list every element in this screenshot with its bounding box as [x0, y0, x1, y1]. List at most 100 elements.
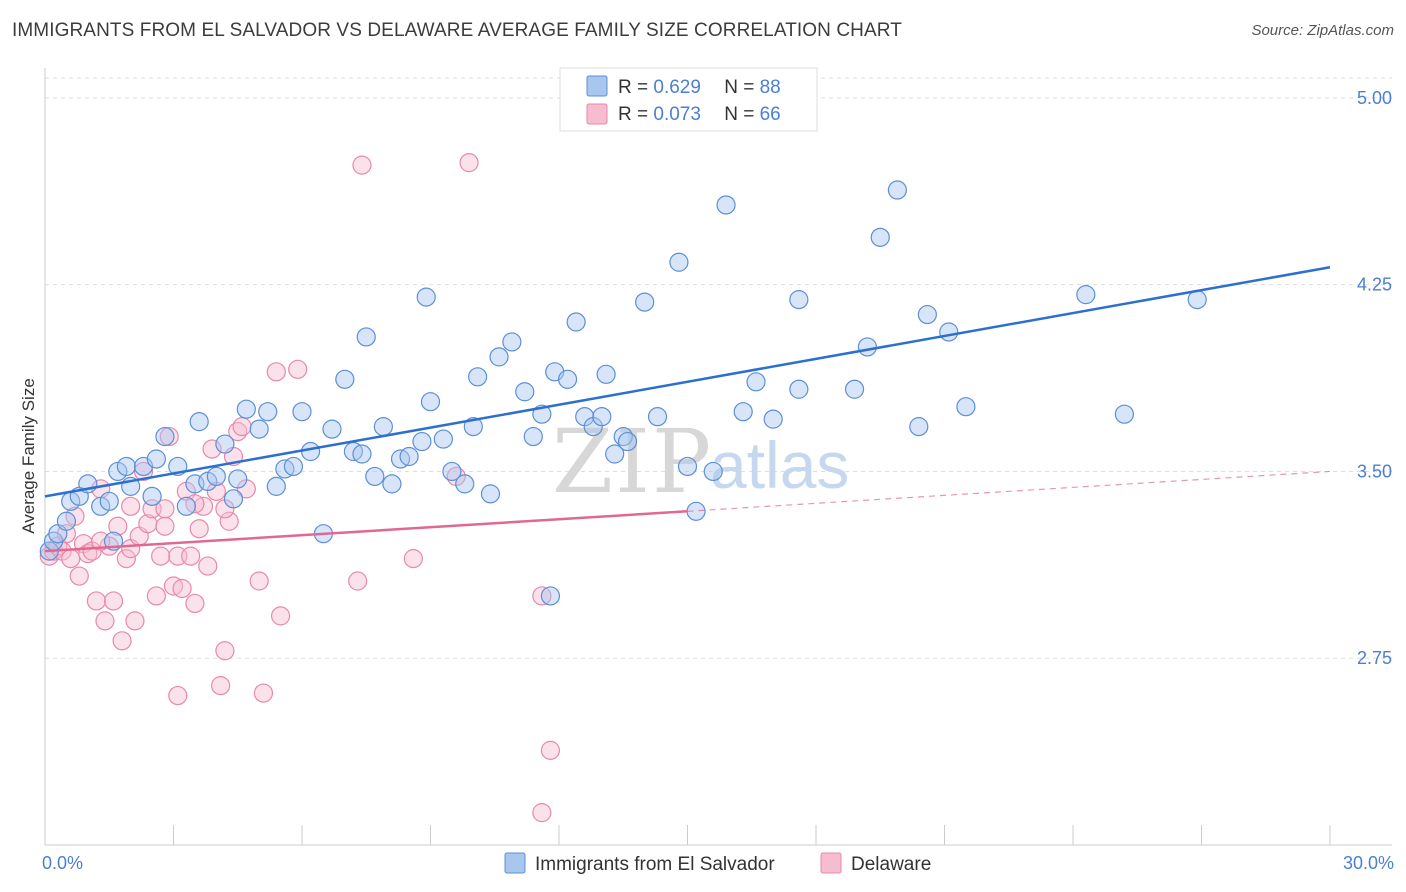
el-salvador-point	[223, 489, 244, 509]
delaware-point	[189, 519, 209, 539]
el-salvador-point	[463, 417, 483, 437]
el-salvador-point	[703, 461, 723, 482]
delaware-point	[86, 591, 107, 611]
legend-swatch-pink	[586, 103, 608, 125]
y-tick-label: 2.75	[1357, 648, 1392, 668]
el-salvador-point	[635, 292, 655, 312]
el-salvador-point	[236, 399, 256, 419]
trend-lines	[44, 266, 1331, 553]
el-salvador-point	[1187, 290, 1207, 310]
legend-swatch-blue	[586, 75, 608, 97]
el-salvador-point	[292, 402, 312, 422]
delaware-point	[403, 549, 423, 569]
el-salvador-point	[844, 379, 865, 399]
el-salvador-point	[283, 456, 304, 477]
trend-line-delaware-extrapolated	[687, 470, 1331, 512]
el-salvador-point	[592, 407, 612, 427]
el-salvador-point	[116, 456, 136, 477]
el-salvador-point	[442, 461, 462, 482]
el-salvador-point	[557, 369, 578, 389]
y-tick-label: 3.50	[1357, 461, 1392, 481]
legend-bottom: Immigrants from El Salvador Delaware	[504, 852, 931, 875]
legend-bottom-swatch-blue	[504, 852, 526, 874]
el-salvador-point	[228, 469, 248, 489]
gridlines	[45, 77, 1392, 659]
el-salvador-point	[206, 466, 226, 487]
el-salvador-point	[870, 227, 890, 247]
delaware-point	[159, 426, 179, 447]
el-salvador-point	[939, 322, 959, 342]
el-salvador-point	[956, 397, 976, 417]
el-salvador-point	[373, 417, 393, 437]
el-salvador-point	[382, 474, 402, 494]
legend-bottom-label-delaware: Delaware	[851, 854, 931, 875]
legend-row-2: R = 0.073 N = 66	[618, 104, 781, 125]
legend-bottom-swatch-pink	[820, 852, 842, 874]
el-salvador-point	[857, 337, 878, 357]
el-salvador-point	[523, 426, 543, 447]
el-salvador-point	[146, 449, 166, 469]
el-salvador-point	[249, 419, 269, 439]
legend-r-value: 0.073	[653, 104, 701, 125]
delaware-point	[112, 631, 132, 651]
el-salvador-point	[215, 434, 235, 454]
el-salvador-point	[1114, 404, 1135, 424]
el-salvador-point	[789, 290, 809, 310]
delaware-point	[270, 606, 291, 626]
delaware-point	[266, 362, 286, 382]
el-salvador-point	[647, 407, 668, 427]
delaware-point	[146, 586, 166, 606]
delaware-point	[155, 516, 175, 536]
delaware-point	[211, 676, 231, 696]
el-salvador-point	[56, 511, 77, 531]
x-tick-label-min: 0.0%	[42, 853, 83, 873]
el-salvador-point	[605, 444, 625, 464]
watermark-zip: ZIP	[552, 410, 713, 513]
delaware-point	[198, 556, 218, 576]
legend-r-label: R =	[618, 104, 653, 125]
watermark-atlas: atlas	[710, 428, 849, 502]
delaware-point	[61, 549, 81, 569]
el-salvador-point	[909, 417, 929, 437]
delaware-point	[172, 578, 192, 599]
el-salvador-point	[480, 484, 501, 504]
el-salvador-point	[677, 456, 698, 477]
delaware-point	[232, 417, 252, 437]
y-tick-label: 5.00	[1357, 88, 1392, 108]
el-salvador-point	[300, 441, 321, 462]
delaware-point	[103, 591, 124, 611]
el-salvador-point	[789, 379, 809, 399]
el-salvador-point	[352, 444, 372, 464]
el-salvador-point	[322, 419, 342, 439]
series-el-salvador	[39, 180, 1207, 606]
el-salvador-point	[617, 431, 638, 452]
el-salvador-point	[1076, 285, 1096, 305]
delaware-point	[168, 685, 188, 706]
el-salvador-point	[176, 496, 196, 516]
el-salvador-point	[763, 409, 783, 429]
delaware-point	[288, 359, 308, 379]
delaware-point	[249, 571, 269, 591]
el-salvador-point	[716, 195, 736, 215]
el-salvador-point	[455, 474, 475, 494]
legend-n-value: 66	[760, 104, 781, 125]
x-tick-label-max: 30.0%	[1343, 853, 1394, 873]
delaware-point	[108, 516, 128, 536]
legend-n-label: N =	[724, 104, 759, 125]
y-tick-label: 4.25	[1357, 275, 1392, 295]
delaware-point	[348, 571, 368, 591]
delaware-point	[151, 546, 171, 566]
chart-source: Source: ZipAtlas.com	[1251, 22, 1394, 39]
el-salvador-point	[412, 431, 432, 452]
el-salvador-point	[189, 412, 209, 432]
series-delaware	[39, 153, 561, 823]
el-salvador-point	[596, 364, 616, 384]
legend-row-1: R = 0.629 N = 88	[618, 77, 781, 98]
legend-r-value: 0.629	[653, 77, 701, 98]
el-salvador-point	[489, 347, 509, 367]
delaware-point	[69, 566, 89, 586]
el-salvador-point	[258, 402, 278, 422]
el-salvador-point	[365, 466, 385, 487]
el-salvador-point	[917, 304, 937, 325]
